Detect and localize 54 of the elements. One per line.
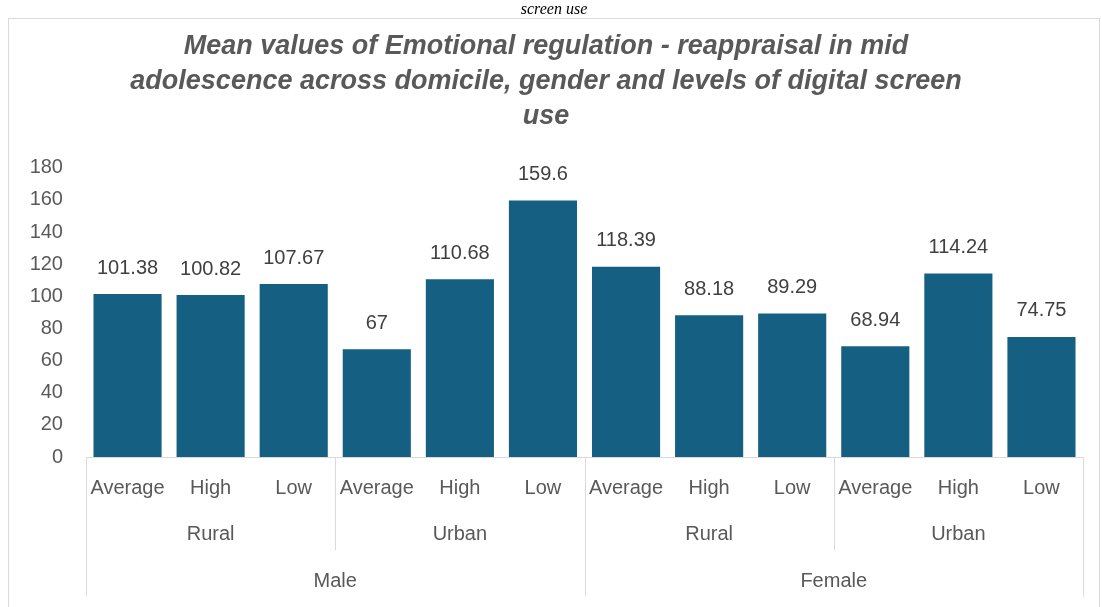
y-tick-label: 160 [29, 187, 63, 210]
y-tick-label: 60 [40, 348, 63, 371]
y-tick-label: 20 [40, 412, 63, 435]
data-label: 159.6 [517, 162, 568, 185]
bar [508, 200, 578, 457]
text: Urban [931, 522, 986, 545]
bar [924, 273, 993, 457]
x-tick-label: Low [524, 475, 562, 498]
x-tick-label: Low [1023, 475, 1061, 498]
bar [425, 279, 494, 457]
bar [1007, 336, 1076, 457]
x-tick-label: Low [275, 475, 313, 498]
y-tick-label: 180 [29, 155, 63, 178]
y-tick-label: 0 [51, 444, 63, 467]
data-label: 110.68 [430, 240, 490, 263]
y-tick-label: 100 [29, 283, 63, 306]
data-label: 68.94 [850, 307, 901, 330]
data-label: 74.75 [1016, 298, 1067, 321]
x-tick-label: High [688, 475, 730, 498]
data-label: 114.24 [928, 234, 989, 257]
y-tick-label: 80 [40, 315, 63, 338]
data-label: 101.38 [96, 255, 159, 278]
y-tick-label: 120 [29, 251, 63, 274]
bar [93, 294, 162, 457]
text: Rural [685, 522, 734, 545]
x-tick-label: Average [90, 475, 165, 498]
x-tick-label: Average [588, 475, 664, 498]
data-label: 118.39 [596, 228, 656, 251]
bar [591, 266, 661, 457]
y-tick-label: 40 [40, 380, 63, 403]
chart-subtitle: screen use [519, 0, 589, 18]
x-tick-label: High [190, 475, 232, 498]
text: Urban [432, 522, 488, 545]
bar [675, 315, 744, 457]
bar [758, 313, 827, 457]
data-label: 67 [365, 310, 388, 333]
bar [176, 295, 245, 457]
data-label: 107.67 [263, 245, 325, 268]
x-tick-label: High [439, 475, 481, 498]
y-tick-label: 140 [29, 219, 63, 242]
text: Male [313, 568, 357, 591]
data-label: 100.82 [180, 256, 242, 279]
text: Female [800, 568, 868, 591]
x-tick-label: High [937, 475, 979, 498]
chart-title: Mean values of Emotional regulation - reappraisal in mid adolescence across domicile, gender and levels of digital screen use [130, 29, 962, 130]
data-label: 89.29 [767, 275, 818, 298]
bar [342, 349, 411, 457]
bar [841, 346, 910, 457]
x-tick-label: Average [838, 475, 913, 498]
bar [259, 284, 328, 457]
x-tick-label: Low [773, 475, 812, 498]
data-label: 88.18 [684, 276, 735, 299]
x-tick-label: Average [339, 475, 414, 498]
text: Rural [186, 522, 235, 545]
